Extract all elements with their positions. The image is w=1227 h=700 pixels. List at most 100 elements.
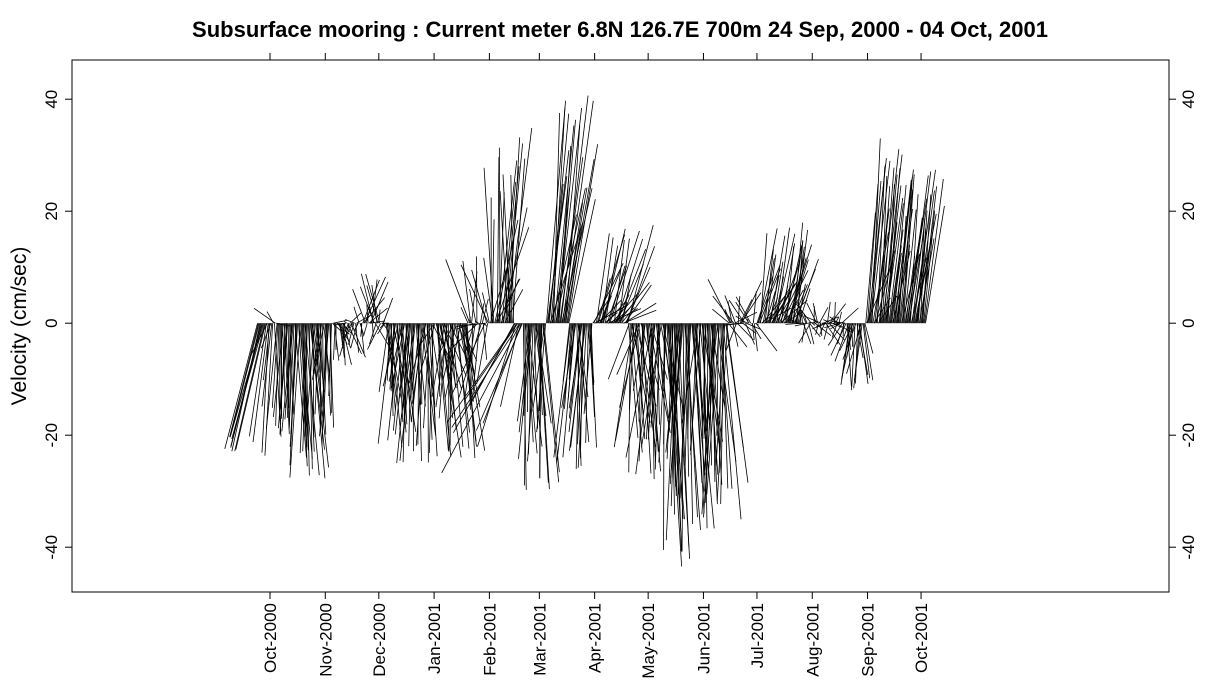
- velocity-stick: [444, 323, 462, 400]
- velocity-stick: [640, 323, 645, 373]
- velocity-stick: [409, 323, 427, 384]
- velocity-stick: [719, 323, 733, 489]
- velocity-stick: [289, 323, 301, 478]
- velocity-stick: [869, 164, 886, 324]
- velocity-stick: [460, 264, 489, 324]
- velocity-stick: [728, 299, 745, 324]
- velocity-stick: [620, 302, 628, 324]
- velocity-stick: [272, 323, 284, 417]
- velocity-stick: [435, 323, 448, 408]
- velocity-stick: [823, 319, 833, 324]
- velocity-stick: [562, 323, 576, 458]
- velocity-stick: [365, 273, 381, 324]
- velocity-stick: [349, 312, 362, 324]
- y-tick-label-left: -20: [42, 423, 61, 448]
- velocity-stick: [769, 235, 786, 324]
- velocity-stick: [774, 233, 796, 324]
- velocity-stick: [224, 323, 258, 449]
- velocity-stick: [725, 322, 744, 326]
- velocity-stick: [568, 199, 596, 324]
- velocity-stick: [846, 323, 862, 374]
- velocity-stick: [752, 323, 755, 340]
- velocity-stick: [776, 227, 790, 324]
- velocity-stick: [772, 261, 784, 324]
- velocity-stick: [841, 323, 855, 379]
- velocity-stick: [314, 323, 320, 415]
- x-tick-label: Jul-2001: [748, 603, 767, 668]
- velocity-stick: [423, 323, 431, 429]
- velocity-stick: [399, 323, 415, 430]
- velocity-stick: [701, 323, 707, 436]
- velocity-stick: [263, 323, 271, 381]
- velocity-stick: [482, 292, 490, 324]
- velocity-stick: [689, 323, 702, 451]
- velocity-stick: [789, 319, 800, 324]
- velocity-stick: [589, 323, 597, 448]
- velocity-stick: [834, 301, 836, 324]
- velocity-stick: [905, 255, 916, 324]
- velocity-stick: [362, 279, 380, 324]
- y-tick-label-right: 20: [1179, 202, 1198, 221]
- velocity-stick: [876, 166, 886, 324]
- x-tick-label: Jan-2001: [425, 603, 444, 674]
- velocity-stick: [646, 323, 657, 463]
- velocity-stick: [619, 323, 641, 408]
- velocity-stick: [812, 322, 816, 326]
- velocity-stick: [726, 323, 749, 483]
- velocity-stick: [903, 209, 917, 324]
- velocity-stick: [366, 304, 369, 324]
- velocity-stick: [795, 303, 812, 324]
- velocity-stick: [615, 323, 638, 441]
- velocity-stick: [340, 323, 352, 365]
- velocity-stick: [922, 194, 932, 324]
- velocity-stick: [524, 323, 527, 486]
- velocity-stick: [388, 323, 404, 382]
- velocity-stick: [621, 274, 632, 324]
- velocity-stick: [684, 323, 690, 466]
- x-tick-label: Apr-2001: [586, 603, 605, 673]
- velocity-stick: [590, 323, 595, 386]
- velocity-stick: [472, 323, 480, 394]
- velocity-stick: [809, 322, 821, 338]
- velocity-stick: [342, 323, 346, 366]
- velocity-stick: [737, 322, 754, 341]
- velocity-stick: [751, 322, 762, 340]
- velocity-stick: [839, 323, 854, 351]
- velocity-stick: [517, 323, 531, 422]
- velocity-stick: [741, 280, 763, 324]
- velocity-stick: [919, 210, 928, 324]
- velocity-stick: [352, 289, 366, 324]
- velocity-stick: [252, 323, 269, 443]
- velocity-stick: [497, 156, 500, 324]
- velocity-stick: [561, 323, 577, 408]
- velocity-stick: [253, 307, 276, 324]
- velocity-stick: [460, 307, 469, 324]
- velocity-stick: [616, 323, 640, 375]
- velocity-stick: [716, 323, 737, 462]
- velocity-stick: [628, 323, 631, 473]
- velocity-stick: [755, 322, 778, 352]
- velocity-stick: [923, 210, 936, 324]
- velocity-stick: [281, 323, 293, 432]
- velocity-stick: [363, 323, 368, 337]
- velocity-stick: [808, 321, 816, 324]
- velocity-stick: [654, 323, 661, 470]
- velocity-stick: [822, 316, 839, 324]
- velocity-stick: [553, 323, 571, 458]
- velocity-stick: [625, 323, 653, 458]
- velocity-stick: [451, 322, 479, 349]
- velocity-stick: [260, 323, 272, 349]
- y-tick-label-left: 0: [42, 318, 61, 327]
- x-tick-label: Dec-2000: [370, 603, 389, 677]
- velocity-stick: [499, 191, 509, 324]
- velocity-stick: [596, 233, 610, 324]
- velocity-stick: [601, 237, 614, 324]
- velocity-stick: [819, 307, 829, 324]
- velocity-stick: [555, 188, 570, 324]
- velocity-stick: [635, 323, 656, 475]
- velocity-stick: [838, 311, 842, 324]
- velocity-stick: [390, 323, 396, 392]
- velocity-stick: [456, 322, 486, 327]
- velocity-stick: [753, 323, 758, 352]
